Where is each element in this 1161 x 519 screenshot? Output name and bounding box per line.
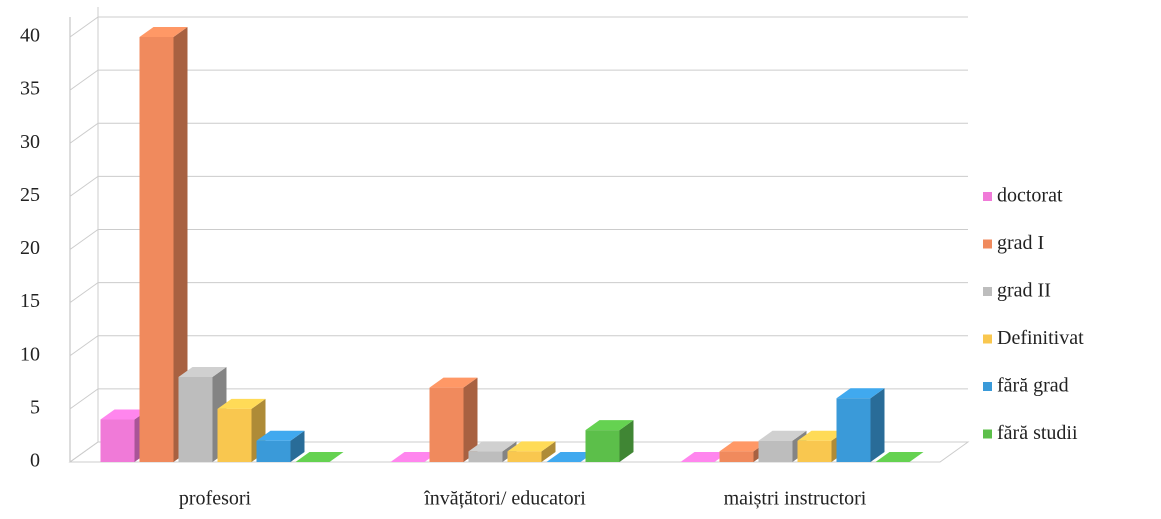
bar: [836, 388, 885, 462]
bar-top: [585, 420, 634, 431]
bar: [295, 452, 344, 462]
grid-line: [69, 388, 99, 410]
bar-side: [463, 377, 478, 462]
bar-side: [619, 420, 634, 462]
bar-front: [256, 440, 291, 462]
bar-front: [585, 430, 620, 462]
bar-top: [719, 441, 768, 452]
grid-line: [69, 441, 99, 463]
bar-front: [836, 398, 871, 462]
bar-top: [797, 430, 846, 441]
legend-swatch: [983, 429, 992, 439]
bar-front: [139, 37, 174, 462]
legend-swatch: [983, 334, 992, 344]
grid-line: [69, 122, 99, 144]
bar-front: [797, 440, 832, 462]
bar: [546, 452, 595, 462]
bar-side: [541, 441, 556, 462]
bar: [680, 452, 729, 462]
grid-line: [69, 175, 99, 197]
x-tick-label: învățători/ educatori: [423, 488, 586, 510]
y-tick-label: 35: [20, 78, 40, 100]
grid-line: [69, 69, 99, 91]
y-tick-label: 20: [20, 237, 40, 259]
bar: [585, 420, 634, 462]
y-tick-label: 0: [30, 450, 40, 472]
bar: [507, 441, 556, 462]
bar-front: [178, 377, 213, 462]
x-tick-label: profesori: [179, 488, 252, 510]
bar-top: [429, 377, 478, 388]
bar: [139, 27, 188, 462]
bar-top: [178, 367, 227, 377]
y-tick-label: 40: [20, 25, 40, 47]
bar: [256, 430, 305, 462]
bar-front: [719, 451, 754, 462]
grid-line: [69, 282, 99, 304]
y-tick-label: 15: [20, 290, 40, 312]
bar-top: [390, 452, 439, 462]
bar-front: [217, 408, 252, 462]
bar-top: [546, 452, 595, 462]
grid-line: [69, 335, 99, 357]
y-tick-label: 10: [20, 343, 40, 365]
bar-front: [468, 451, 503, 462]
bar-top: [758, 430, 807, 441]
bar-side: [173, 27, 188, 462]
legend-label: doctorat: [997, 185, 1063, 207]
legend-label: fără studii: [997, 422, 1078, 444]
bar: [875, 452, 924, 462]
legend-swatch: [983, 382, 992, 391]
legend-swatch: [983, 239, 992, 249]
bar-top: [507, 441, 556, 452]
bar-top: [139, 27, 188, 37]
bar-top: [680, 452, 729, 462]
bar-top: [836, 388, 885, 399]
legend-label: Definitivat: [997, 327, 1084, 349]
bar-top: [875, 452, 924, 462]
bar-side: [870, 388, 885, 462]
bar: [390, 452, 439, 462]
bar-top: [468, 441, 517, 452]
grid-line: [69, 229, 99, 250]
legend-label: fără grad: [997, 375, 1069, 397]
bar-front: [758, 440, 793, 462]
y-tick-label: 30: [20, 131, 40, 153]
bar: [429, 377, 478, 462]
bar-top: [100, 409, 149, 420]
bar-top: [256, 430, 305, 441]
y-tick-label: 5: [30, 396, 40, 418]
legend-swatch: [983, 287, 992, 296]
bar-top: [217, 398, 266, 409]
y-tick-label: 25: [20, 184, 40, 206]
legend-label: grad II: [997, 280, 1051, 302]
legend-label: grad I: [997, 232, 1044, 254]
grid-line: [69, 16, 99, 38]
bar-front: [507, 451, 542, 462]
legend-swatch: [983, 192, 992, 201]
bar-front: [100, 419, 135, 462]
x-tick-label: maiștri instructori: [724, 488, 867, 510]
bar-front: [429, 387, 464, 462]
bar-side: [290, 430, 305, 462]
bar-top: [295, 452, 344, 462]
